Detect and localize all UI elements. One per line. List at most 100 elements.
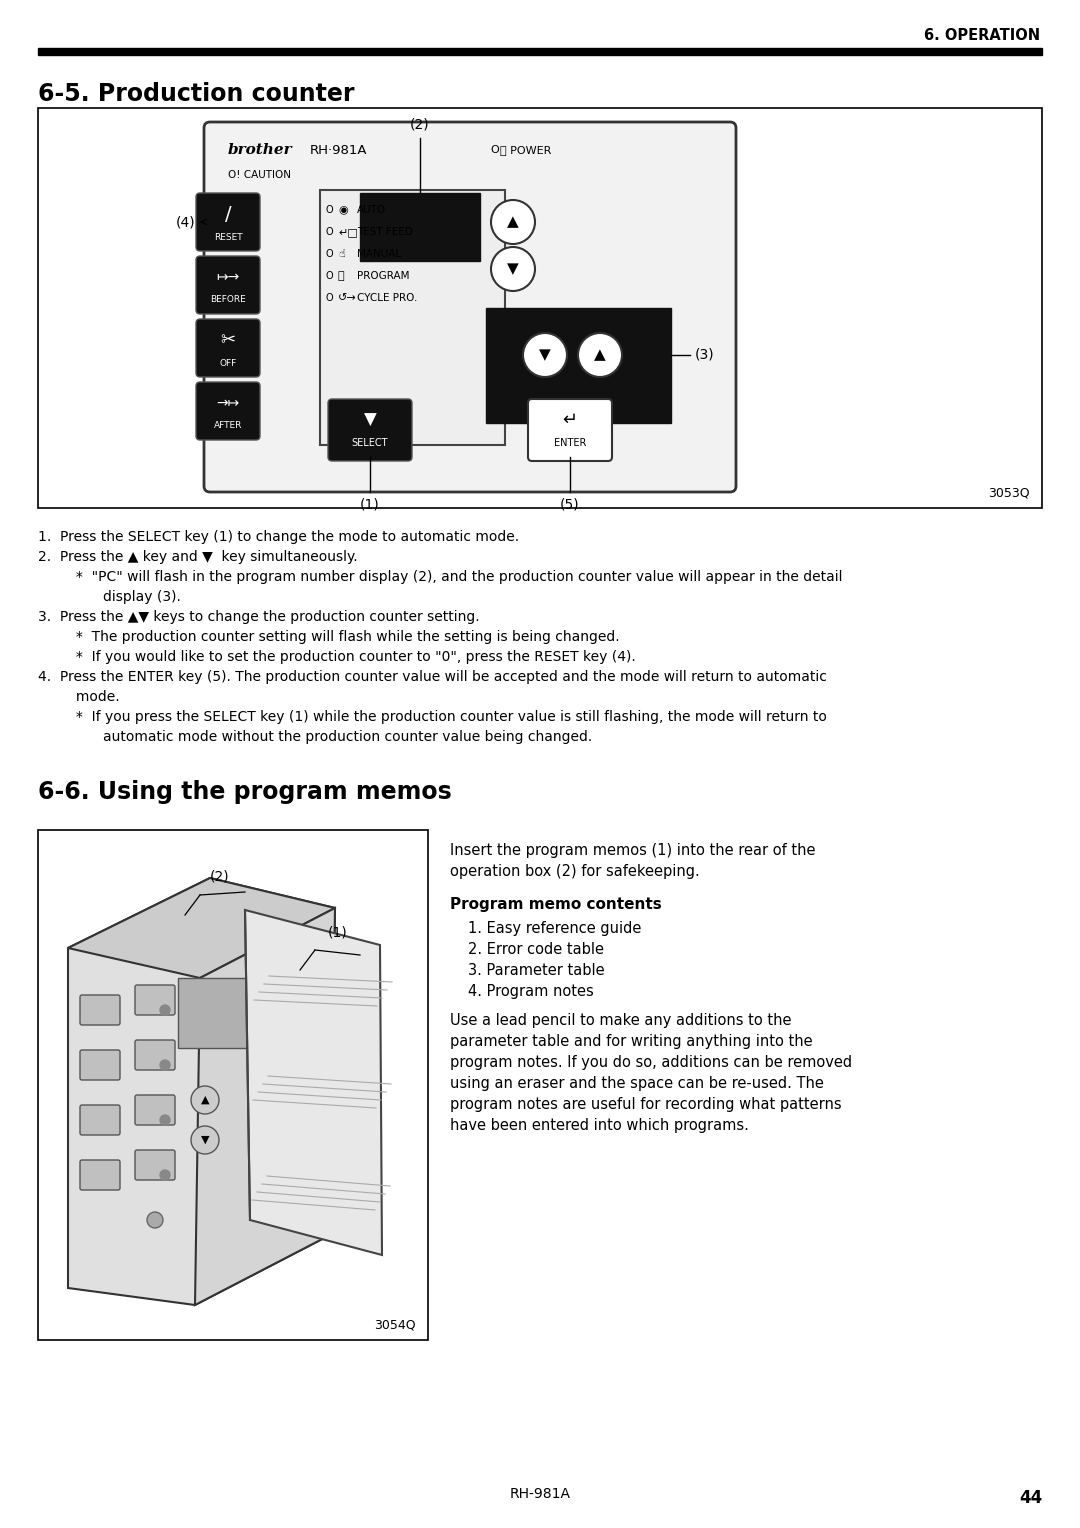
Text: ▲: ▲ bbox=[594, 347, 606, 362]
Text: 6-6. Using the program memos: 6-6. Using the program memos bbox=[38, 779, 451, 804]
Text: Program memo contents: Program memo contents bbox=[450, 897, 662, 912]
FancyBboxPatch shape bbox=[195, 193, 260, 251]
Text: ▼: ▼ bbox=[508, 261, 518, 277]
Text: (4): (4) bbox=[175, 215, 195, 229]
Text: Ⓢ POWER: Ⓢ POWER bbox=[500, 145, 552, 154]
Text: AFTER: AFTER bbox=[214, 422, 242, 431]
FancyBboxPatch shape bbox=[195, 382, 260, 440]
Text: (2): (2) bbox=[211, 869, 230, 883]
FancyBboxPatch shape bbox=[328, 399, 411, 461]
Text: RH·981A: RH·981A bbox=[310, 144, 367, 156]
Text: PROGRAM: PROGRAM bbox=[357, 270, 409, 281]
Text: 1.  Press the SELECT key (1) to change the mode to automatic mode.: 1. Press the SELECT key (1) to change th… bbox=[38, 530, 519, 544]
Text: AUTO: AUTO bbox=[357, 205, 387, 215]
FancyBboxPatch shape bbox=[80, 1105, 120, 1135]
Text: O: O bbox=[325, 228, 333, 237]
Text: Ⓟ: Ⓟ bbox=[338, 270, 345, 281]
Text: /: / bbox=[225, 205, 231, 223]
Circle shape bbox=[160, 1170, 170, 1180]
Text: have been entered into which programs.: have been entered into which programs. bbox=[450, 1118, 748, 1132]
Text: 2.  Press the ▲ key and ▼  key simultaneously.: 2. Press the ▲ key and ▼ key simultaneou… bbox=[38, 550, 357, 564]
Text: RH-981A: RH-981A bbox=[510, 1487, 570, 1500]
Circle shape bbox=[160, 1060, 170, 1070]
Bar bbox=[320, 189, 505, 445]
Text: *  If you would like to set the production counter to "0", press the RESET key (: * If you would like to set the productio… bbox=[54, 649, 636, 665]
Text: parameter table and for writing anything into the: parameter table and for writing anything… bbox=[450, 1034, 812, 1050]
Text: ↵: ↵ bbox=[563, 411, 578, 429]
Bar bbox=[486, 309, 671, 423]
Text: (1): (1) bbox=[328, 926, 348, 940]
Text: *  The production counter setting will flash while the setting is being changed.: * The production counter setting will fl… bbox=[54, 630, 620, 643]
Text: RESET: RESET bbox=[214, 232, 242, 241]
Text: ↦→: ↦→ bbox=[216, 270, 240, 284]
Text: 3.  Press the ▲▼ keys to change the production counter setting.: 3. Press the ▲▼ keys to change the produ… bbox=[38, 610, 480, 623]
Text: BEFORE: BEFORE bbox=[211, 295, 246, 304]
Polygon shape bbox=[68, 879, 335, 1305]
Text: (2): (2) bbox=[410, 118, 430, 131]
Text: program notes are useful for recording what patterns: program notes are useful for recording w… bbox=[450, 1097, 841, 1112]
FancyBboxPatch shape bbox=[195, 319, 260, 377]
Text: O: O bbox=[325, 249, 333, 260]
Text: →↦: →↦ bbox=[216, 396, 240, 410]
Text: ✂: ✂ bbox=[220, 332, 235, 348]
Text: O! CAUTION: O! CAUTION bbox=[228, 170, 291, 180]
Text: *  "PC" will flash in the program number display (2), and the production counter: * "PC" will flash in the program number … bbox=[54, 570, 842, 584]
Text: 2. Error code table: 2. Error code table bbox=[468, 941, 604, 957]
FancyBboxPatch shape bbox=[135, 1096, 175, 1125]
Text: O: O bbox=[325, 270, 333, 281]
Text: (3): (3) bbox=[696, 348, 715, 362]
Text: O: O bbox=[325, 205, 333, 215]
Text: brother: brother bbox=[228, 144, 293, 157]
Text: ▲: ▲ bbox=[201, 1096, 210, 1105]
Circle shape bbox=[160, 1115, 170, 1125]
Circle shape bbox=[491, 200, 535, 244]
Text: *  If you press the SELECT key (1) while the production counter value is still f: * If you press the SELECT key (1) while … bbox=[54, 711, 827, 724]
Text: ▲: ▲ bbox=[508, 214, 518, 229]
Text: OFF: OFF bbox=[219, 359, 237, 368]
FancyBboxPatch shape bbox=[528, 399, 612, 461]
Text: 6. OPERATION: 6. OPERATION bbox=[923, 28, 1040, 43]
Text: ENTER: ENTER bbox=[554, 439, 586, 448]
Bar bbox=[38, 108, 1042, 507]
FancyBboxPatch shape bbox=[80, 995, 120, 1025]
Text: ▼: ▼ bbox=[539, 347, 551, 362]
FancyBboxPatch shape bbox=[80, 1160, 120, 1190]
FancyBboxPatch shape bbox=[204, 122, 735, 492]
Text: mode.: mode. bbox=[54, 691, 120, 704]
FancyBboxPatch shape bbox=[135, 1151, 175, 1180]
Bar bbox=[38, 830, 428, 1340]
Text: Use a lead pencil to make any additions to the: Use a lead pencil to make any additions … bbox=[450, 1013, 792, 1028]
Text: automatic mode without the production counter value being changed.: automatic mode without the production co… bbox=[68, 730, 592, 744]
Text: CYCLE PRO.: CYCLE PRO. bbox=[357, 293, 417, 303]
FancyBboxPatch shape bbox=[135, 986, 175, 1015]
Text: display (3).: display (3). bbox=[68, 590, 180, 604]
Text: 4. Program notes: 4. Program notes bbox=[468, 984, 594, 999]
Circle shape bbox=[147, 1212, 163, 1229]
Text: 44: 44 bbox=[1018, 1488, 1042, 1507]
FancyBboxPatch shape bbox=[135, 1041, 175, 1070]
Text: SELECT: SELECT bbox=[352, 439, 388, 448]
Text: ▼: ▼ bbox=[364, 411, 376, 429]
Circle shape bbox=[491, 248, 535, 290]
Text: (1): (1) bbox=[360, 497, 380, 510]
Text: TEST FEED: TEST FEED bbox=[357, 228, 413, 237]
Circle shape bbox=[191, 1086, 219, 1114]
Bar bbox=[360, 193, 480, 261]
Text: 4.  Press the ENTER key (5). The production counter value will be accepted and t: 4. Press the ENTER key (5). The producti… bbox=[38, 669, 827, 685]
Text: 3054Q: 3054Q bbox=[375, 1319, 416, 1332]
Text: ▼: ▼ bbox=[201, 1135, 210, 1144]
Text: (5): (5) bbox=[561, 497, 580, 510]
Polygon shape bbox=[195, 908, 335, 1305]
Text: MANUAL: MANUAL bbox=[357, 249, 401, 260]
Circle shape bbox=[191, 1126, 219, 1154]
Circle shape bbox=[160, 1005, 170, 1015]
Bar bbox=[178, 978, 288, 1048]
FancyBboxPatch shape bbox=[80, 1050, 120, 1080]
Text: using an eraser and the space can be re-used. The: using an eraser and the space can be re-… bbox=[450, 1076, 824, 1091]
Text: ☝: ☝ bbox=[338, 249, 345, 260]
Circle shape bbox=[578, 333, 622, 377]
Circle shape bbox=[523, 333, 567, 377]
Text: O: O bbox=[490, 145, 499, 154]
Text: ◉: ◉ bbox=[338, 205, 348, 215]
Text: 1. Easy reference guide: 1. Easy reference guide bbox=[468, 921, 642, 937]
